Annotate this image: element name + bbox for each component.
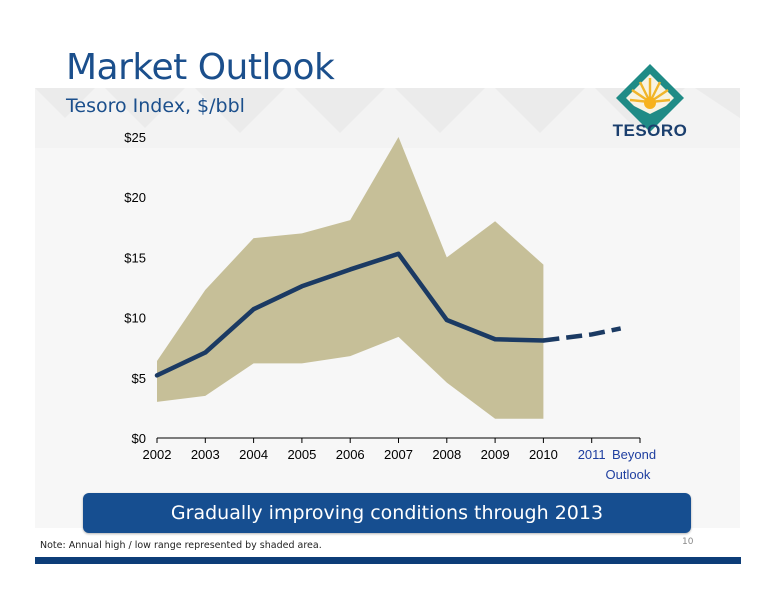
high-low-range-area bbox=[157, 137, 544, 419]
chart-subtitle: Tesoro Index, $/bbl bbox=[66, 95, 245, 117]
footnote: Note: Annual high / low range represente… bbox=[40, 540, 322, 551]
x-tick-label: 2002 bbox=[143, 447, 172, 462]
index-line bbox=[154, 251, 546, 378]
outlook-caption: Outlook bbox=[606, 467, 651, 482]
tesoro-logo-icon bbox=[616, 64, 684, 132]
x-tick-label: 2008 bbox=[432, 447, 461, 462]
x-axis-tick-marks bbox=[156, 438, 641, 443]
x-tick-label: 2005 bbox=[287, 447, 316, 462]
y-tick-label: $25 bbox=[124, 130, 146, 145]
x-tick-label: 2006 bbox=[336, 447, 365, 462]
bottom-rule bbox=[35, 557, 741, 564]
y-tick-label: $15 bbox=[124, 250, 146, 265]
y-tick-label: $10 bbox=[124, 311, 146, 326]
x-tick-label: 2004 bbox=[239, 447, 268, 462]
x-axis-tick-labels: 2002 2003 2004 2005 2006 2007 2008 2009 2010 2011… bbox=[143, 447, 657, 482]
x-tick-label: 2009 bbox=[481, 447, 510, 462]
x-tick-label: 2010 bbox=[529, 447, 558, 462]
outlook-dashed-line bbox=[543, 326, 622, 343]
x-tick-label: 2011 bbox=[578, 447, 606, 462]
tesoro-logo-text: TESORO bbox=[612, 121, 688, 140]
x-tick-label: Beyond bbox=[612, 447, 656, 462]
x-tick-label: 2007 bbox=[384, 447, 413, 462]
summary-banner: Gradually improving conditions through 2… bbox=[83, 493, 691, 533]
page-title: Market Outlook bbox=[66, 47, 335, 88]
y-tick-label: $0 bbox=[132, 431, 146, 446]
y-tick-label: $20 bbox=[124, 190, 146, 205]
y-tick-label: $5 bbox=[132, 371, 146, 386]
y-axis-tick-labels: $0 $5 $10 $15 $20 $25 bbox=[124, 130, 146, 446]
page-number: 10 bbox=[682, 537, 694, 547]
x-tick-label: 2003 bbox=[191, 447, 220, 462]
